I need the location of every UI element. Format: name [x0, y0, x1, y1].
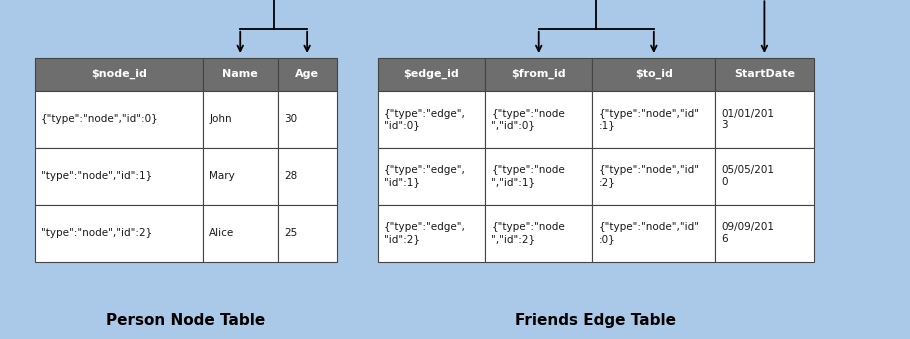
Bar [715, 148, 814, 205]
Text: {"type":"node
","id":2}: {"type":"node ","id":2} [491, 222, 565, 244]
Bar [485, 58, 592, 91]
Text: John: John [209, 114, 232, 124]
Text: Mary: Mary [209, 171, 235, 181]
Text: $from_id: $from_id [511, 69, 566, 79]
Text: {"type":"node","id":0}: {"type":"node","id":0} [41, 114, 158, 124]
Text: "type":"node","id":2}: "type":"node","id":2} [41, 228, 152, 238]
Bar [203, 91, 278, 148]
Bar [485, 148, 592, 205]
Text: {"type":"node","id"
:1}: {"type":"node","id" :1} [599, 108, 700, 130]
Bar [35, 205, 203, 262]
Bar [715, 205, 814, 262]
Text: {"type":"node
","id":0}: {"type":"node ","id":0} [491, 108, 565, 130]
Bar [203, 58, 278, 91]
Text: {"type":"node","id"
:2}: {"type":"node","id" :2} [599, 165, 700, 187]
Bar [485, 205, 592, 262]
Bar [715, 58, 814, 91]
Text: {"type":"node
","id":1}: {"type":"node ","id":1} [491, 165, 565, 187]
Text: 09/09/201
6: 09/09/201 6 [722, 222, 774, 244]
Bar [278, 91, 337, 148]
Text: Friends Edge Table: Friends Edge Table [515, 313, 676, 328]
Bar [278, 148, 337, 205]
Bar [35, 91, 203, 148]
Text: 25: 25 [284, 228, 298, 238]
Bar [203, 205, 278, 262]
Text: $to_id: $to_id [635, 69, 672, 79]
Bar [592, 205, 715, 262]
Bar [592, 91, 715, 148]
Bar [592, 148, 715, 205]
Text: 28: 28 [284, 171, 298, 181]
Bar [278, 205, 337, 262]
Text: Person Node Table: Person Node Table [106, 313, 266, 328]
Text: {"type":"node","id"
:0}: {"type":"node","id" :0} [599, 222, 700, 244]
Text: $node_id: $node_id [91, 69, 147, 79]
Bar [35, 58, 203, 91]
Text: 05/05/201
0: 05/05/201 0 [722, 165, 774, 187]
Text: Alice: Alice [209, 228, 235, 238]
Bar [378, 91, 485, 148]
Text: "type":"node","id":1}: "type":"node","id":1} [41, 171, 152, 181]
Bar [592, 58, 715, 91]
Bar [485, 91, 592, 148]
Text: Name: Name [222, 69, 258, 79]
Bar [715, 91, 814, 148]
Text: {"type":"edge",
"id":1}: {"type":"edge", "id":1} [384, 165, 466, 187]
Text: 30: 30 [284, 114, 297, 124]
Bar [278, 58, 337, 91]
Bar [35, 148, 203, 205]
Text: {"type":"edge",
"id":0}: {"type":"edge", "id":0} [384, 108, 466, 130]
Bar [378, 205, 485, 262]
Text: StartDate: StartDate [733, 69, 795, 79]
Bar [203, 148, 278, 205]
Text: {"type":"edge",
"id":2}: {"type":"edge", "id":2} [384, 222, 466, 244]
Bar [378, 148, 485, 205]
Bar [378, 58, 485, 91]
Text: $edge_id: $edge_id [403, 69, 460, 79]
Text: Age: Age [295, 69, 319, 79]
Text: 01/01/201
3: 01/01/201 3 [722, 108, 774, 130]
